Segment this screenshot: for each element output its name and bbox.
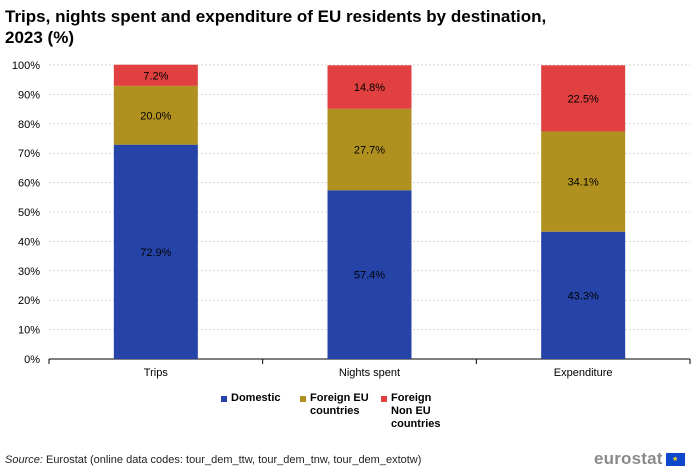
y-tick-label: 100% — [12, 60, 40, 72]
data-label: 7.2% — [143, 70, 168, 82]
stacked-bar-chart: 0% 10% 20% 30% 40% 50% 60% 70% 80% 90% 100% 72.9% 20… — [12, 60, 691, 379]
bar-segment — [113, 85, 198, 145]
bar-segment — [541, 65, 626, 132]
legend-item-foreign-non-eu: Foreign Non EU countries — [381, 392, 453, 431]
legend-label: Foreign EU countries — [310, 392, 369, 417]
bar-segment — [113, 64, 198, 86]
y-tick-label: 0% — [24, 354, 40, 366]
chart-title: Trips, nights spent and expenditure of E… — [5, 7, 547, 47]
bar-segment — [541, 131, 626, 232]
bar-segment — [327, 190, 412, 359]
logo-text: eurostat — [594, 449, 663, 468]
x-tick-label: Trips — [144, 367, 169, 379]
eu-flag-icon: ★ — [665, 452, 685, 466]
y-tick-label: 50% — [18, 207, 40, 219]
data-label: 22.5% — [568, 93, 599, 105]
y-tick-label: 20% — [18, 295, 40, 307]
y-tick-label: 80% — [18, 119, 40, 131]
legend-label: Domestic — [231, 392, 281, 404]
y-tick-label: 90% — [18, 89, 40, 101]
y-tick-label: 60% — [18, 178, 40, 190]
bar-segment — [541, 231, 626, 359]
data-label: 14.8% — [354, 82, 385, 94]
source-prefix: Source: — [5, 454, 43, 466]
y-tick-label: 10% — [18, 325, 40, 337]
y-tick-label: 40% — [18, 236, 40, 248]
data-label: 72.9% — [140, 247, 171, 259]
legend-item-domestic: Domestic — [221, 392, 341, 405]
y-tick-label: 70% — [18, 148, 40, 160]
bar-segment — [327, 108, 412, 191]
legend-label: Foreign Non EU countries — [391, 392, 441, 430]
bar-segment — [327, 65, 412, 109]
x-tick-label: Nights spent — [339, 367, 400, 379]
x-tick-label: Expenditure — [554, 367, 613, 379]
data-label: 34.1% — [568, 177, 599, 189]
legend-swatch-domestic — [221, 396, 227, 402]
legend-swatch-foreign-eu — [300, 396, 306, 402]
eurostat-logo: eurostat ★ — [594, 449, 685, 469]
data-label: 43.3% — [568, 290, 599, 302]
data-label: 57.4% — [354, 270, 385, 282]
source-note: Source: Eurostat (online data codes: tou… — [5, 454, 421, 466]
data-label: 20.0% — [140, 110, 171, 122]
data-label: 27.7% — [354, 145, 385, 157]
y-tick-label: 30% — [18, 266, 40, 278]
bar-segment — [113, 144, 198, 359]
source-text: Eurostat (online data codes: tour_dem_tt… — [42, 454, 422, 466]
chart-legend: Domestic Foreign EU countries Foreign No… — [0, 392, 700, 430]
legend-item-foreign-eu: Foreign EU countries — [300, 392, 380, 418]
legend-swatch-foreign-non-eu — [381, 396, 387, 402]
